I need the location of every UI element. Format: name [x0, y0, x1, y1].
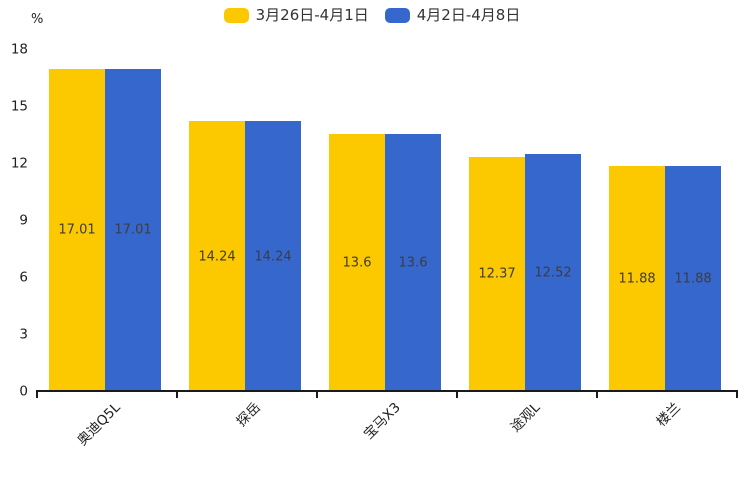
x-tick — [456, 392, 458, 398]
bar-value-label: 14.24 — [198, 249, 236, 265]
x-category-label: 楼兰 — [653, 399, 684, 430]
y-tick-label: 18 — [10, 41, 28, 58]
y-tick-label: 12 — [10, 155, 28, 172]
bar-value-label: 12.52 — [534, 265, 572, 281]
bar-series1-奥迪Q5L[interactable] — [49, 68, 105, 392]
bar-series2-奥迪Q5L[interactable] — [105, 68, 161, 392]
y-tick-label: 15 — [10, 98, 28, 115]
bar-series1-探岳[interactable] — [189, 121, 245, 392]
x-category-label: 途观L — [508, 399, 544, 436]
bar-value-label: 11.88 — [618, 271, 656, 287]
bar-series2-探岳[interactable] — [245, 121, 301, 392]
bar-value-label: 11.88 — [674, 271, 712, 287]
bar-value-label: 17.01 — [58, 222, 96, 238]
x-tick — [316, 392, 318, 398]
bar-series2-途观L[interactable] — [525, 154, 581, 392]
legend-swatch-icon — [384, 8, 410, 23]
y-tick-label: 6 — [19, 269, 28, 286]
bar-value-label: 12.37 — [478, 266, 516, 282]
y-tick-label: 9 — [19, 212, 28, 229]
x-category-label: 探岳 — [233, 399, 264, 430]
legend-item-1[interactable]: 3月26日-4月1日 — [223, 6, 369, 24]
bar-value-label: 14.24 — [254, 249, 292, 265]
legend-label: 4月2日-4月8日 — [416, 6, 521, 24]
y-tick-label: 3 — [19, 326, 28, 343]
bar-series1-宝马X3[interactable] — [329, 133, 385, 392]
x-category-label: 奥迪Q5L — [74, 399, 124, 449]
bar-value-label: 13.6 — [398, 255, 428, 271]
x-tick — [36, 392, 38, 398]
x-category-label: 宝马X3 — [360, 399, 404, 443]
bar-series1-途观L[interactable] — [469, 156, 525, 392]
bar-series1-楼兰[interactable] — [609, 166, 665, 392]
bar-value-label: 17.01 — [114, 222, 152, 238]
bar-series2-楼兰[interactable] — [665, 166, 721, 392]
y-axis-unit-label: % — [31, 12, 44, 27]
legend-swatch-icon — [223, 8, 249, 23]
bar-value-label: 13.6 — [342, 255, 372, 271]
x-axis-line — [36, 390, 738, 392]
x-tick — [596, 392, 598, 398]
bar-series2-宝马X3[interactable] — [385, 133, 441, 392]
y-tick-label: 0 — [19, 383, 28, 400]
legend-label: 3月26日-4月1日 — [255, 6, 369, 24]
x-tick — [736, 392, 738, 398]
chart-legend: 3月26日-4月1日 4月2日-4月8日 — [0, 8, 744, 23]
legend-item-2[interactable]: 4月2日-4月8日 — [384, 6, 521, 24]
x-tick — [176, 392, 178, 398]
